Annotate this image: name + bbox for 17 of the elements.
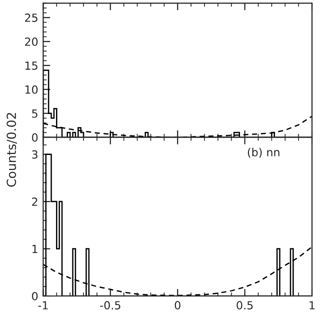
annotation: (b) nn: [248, 148, 280, 158]
y-tick-label: 1: [32, 244, 38, 253]
y-tick-label: 3: [32, 150, 38, 159]
y-tick-label: 15: [25, 62, 38, 70]
y-tick-label: 10: [25, 85, 38, 94]
y-tick-label: 0: [32, 133, 38, 142]
y-axis-title: Counts/0.02: [6, 113, 18, 187]
x-tick-label: -0.5: [100, 301, 120, 310]
y-tick-label: 5: [32, 109, 38, 118]
y-tick-label: 20: [25, 37, 38, 46]
y-tick-label: 0: [32, 292, 38, 300]
x-tick-label: 1: [310, 301, 315, 310]
x-tick-label: -1: [38, 301, 48, 310]
x-tick-label: 0.5: [236, 301, 253, 310]
y-tick-label: 2: [32, 198, 38, 206]
y-tick-label: 25: [25, 14, 38, 22]
x-tick-label: 0: [174, 301, 180, 310]
